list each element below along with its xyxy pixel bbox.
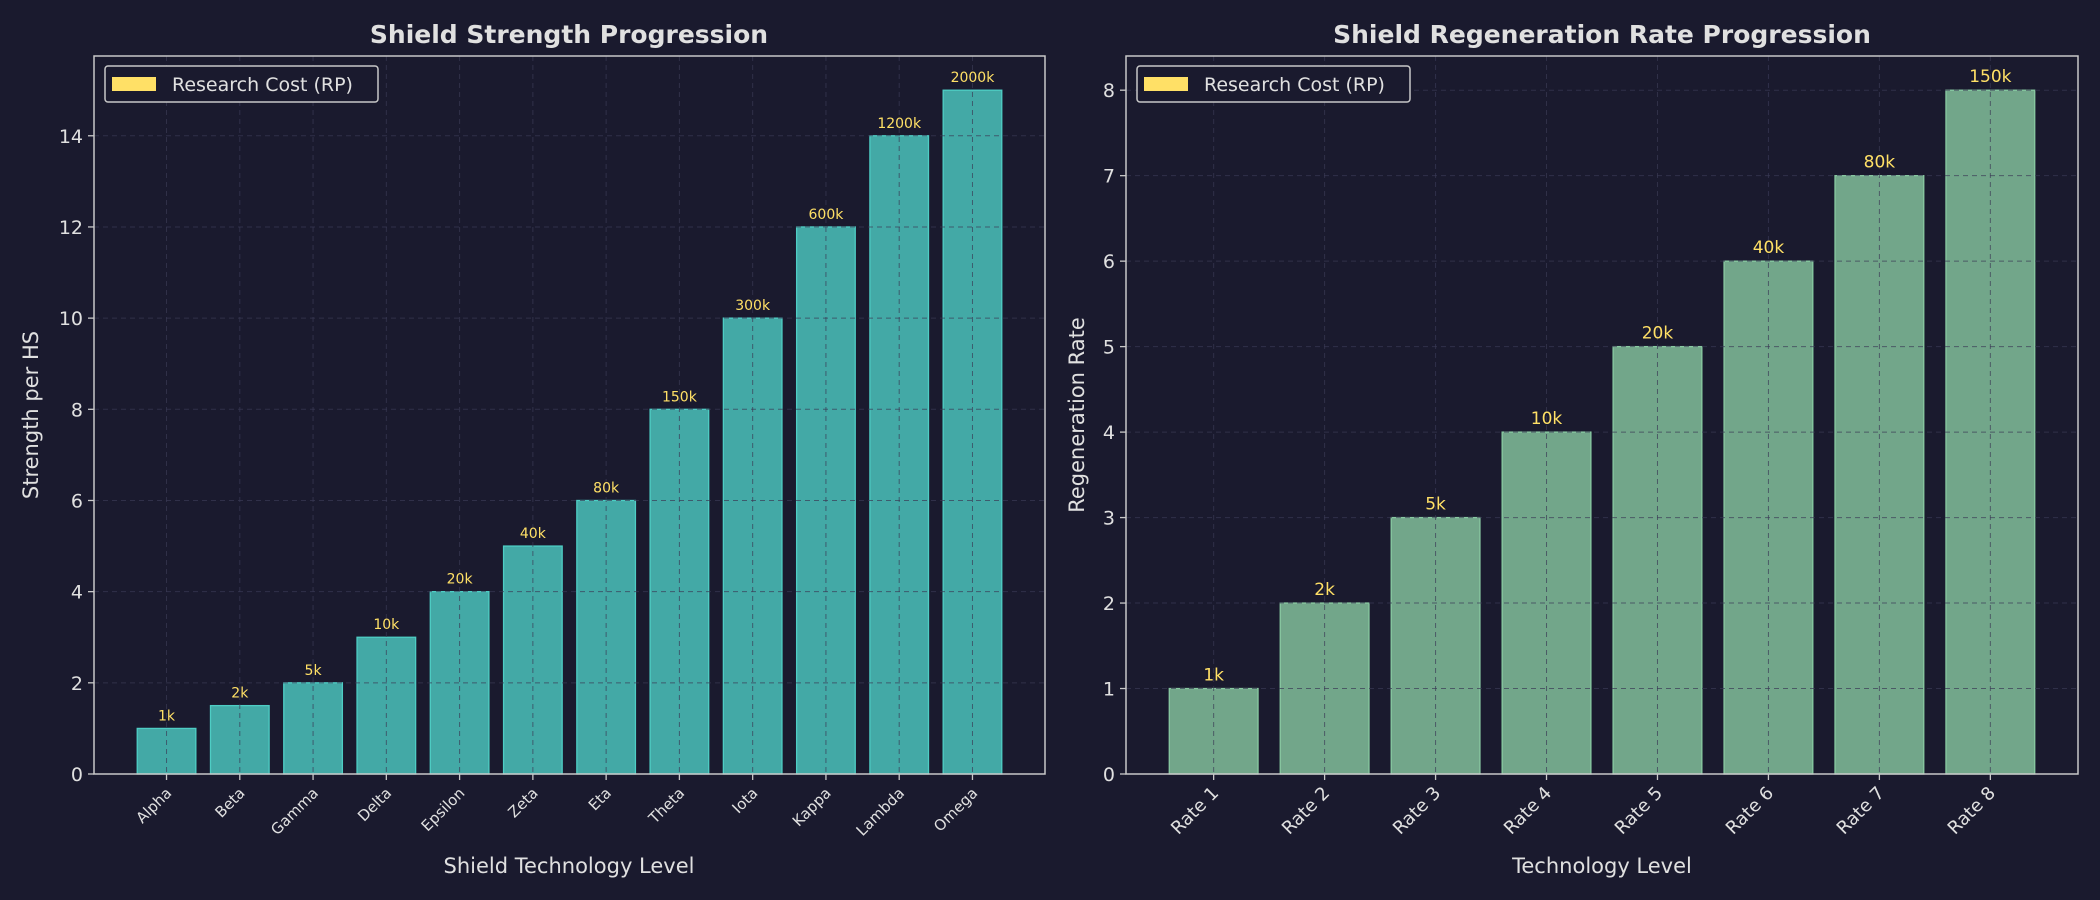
bar-cost-label: 1k xyxy=(158,708,176,724)
y-tick-label: 5 xyxy=(1103,337,1115,359)
bar-cost-label: 600k xyxy=(809,207,845,223)
y-tick-label: 7 xyxy=(1103,166,1115,188)
legend: Research Cost (RP) xyxy=(1136,65,1411,103)
bar-cost-label: 5k xyxy=(305,663,323,679)
axes-frame xyxy=(93,55,1046,775)
bar-cost-label: 1k xyxy=(1203,666,1224,686)
y-tick-label: 10 xyxy=(59,308,83,330)
legend-swatch xyxy=(112,77,156,91)
legend-box xyxy=(1136,65,1411,103)
bar-cost-label: 20k xyxy=(447,572,474,588)
legend-swatch xyxy=(1144,77,1188,91)
legend-label: Research Cost (RP) xyxy=(172,74,353,96)
y-tick-label: 6 xyxy=(1103,251,1115,273)
y-tick-label: 1 xyxy=(1103,679,1115,701)
chart-title: Shield Regeneration Rate Progression xyxy=(1333,20,1871,49)
legend-label: Research Cost (RP) xyxy=(1204,74,1385,96)
bar-cost-label: 10k xyxy=(373,617,400,633)
bar-cost-label: 1200k xyxy=(877,116,922,132)
y-axis-label: Regeneration Rate xyxy=(1065,317,1089,513)
x-axis-label: Shield Technology Level xyxy=(444,854,695,878)
bar-cost-label: 10k xyxy=(1531,409,1563,429)
y-tick-label: 2 xyxy=(71,673,83,695)
y-tick-label: 4 xyxy=(71,582,83,604)
bar-cost-label: 40k xyxy=(1753,238,1785,258)
y-tick-label: 0 xyxy=(71,764,83,786)
chart-title: Shield Strength Progression xyxy=(370,20,768,49)
y-tick-label: 6 xyxy=(71,490,83,512)
bar-cost-label: 150k xyxy=(662,389,698,405)
bar-cost-label: 40k xyxy=(520,526,547,542)
legend: Research Cost (RP) xyxy=(104,65,379,103)
y-tick-label: 12 xyxy=(59,217,83,239)
bar-cost-label: 5k xyxy=(1425,495,1446,515)
y-tick-label: 3 xyxy=(1103,508,1115,530)
y-tick-label: 2 xyxy=(1103,593,1115,615)
bar-cost-label: 150k xyxy=(1969,67,2011,87)
bar-cost-label: 80k xyxy=(593,480,620,496)
y-tick-label: 8 xyxy=(71,399,83,421)
bar-cost-label: 2k xyxy=(231,686,249,702)
y-tick-label: 8 xyxy=(1103,80,1115,102)
bar-cost-label: 2k xyxy=(1314,580,1335,600)
legend-box xyxy=(104,65,379,103)
bar-cost-label: 2000k xyxy=(951,70,996,86)
y-tick-label: 4 xyxy=(1103,422,1115,444)
bar-cost-label: 80k xyxy=(1864,153,1896,173)
axes-frame xyxy=(1125,55,2079,775)
bar-cost-label: 20k xyxy=(1642,324,1674,344)
bar-cost-label: 300k xyxy=(735,298,771,314)
shield-strength-chart: Shield Strength Progression Shield Techn… xyxy=(19,20,1046,878)
x-axis-label: Technology Level xyxy=(1511,854,1692,878)
y-tick-label: 0 xyxy=(1103,764,1115,786)
y-tick-label: 14 xyxy=(59,126,83,148)
y-axis-label: Strength per HS xyxy=(19,331,43,499)
